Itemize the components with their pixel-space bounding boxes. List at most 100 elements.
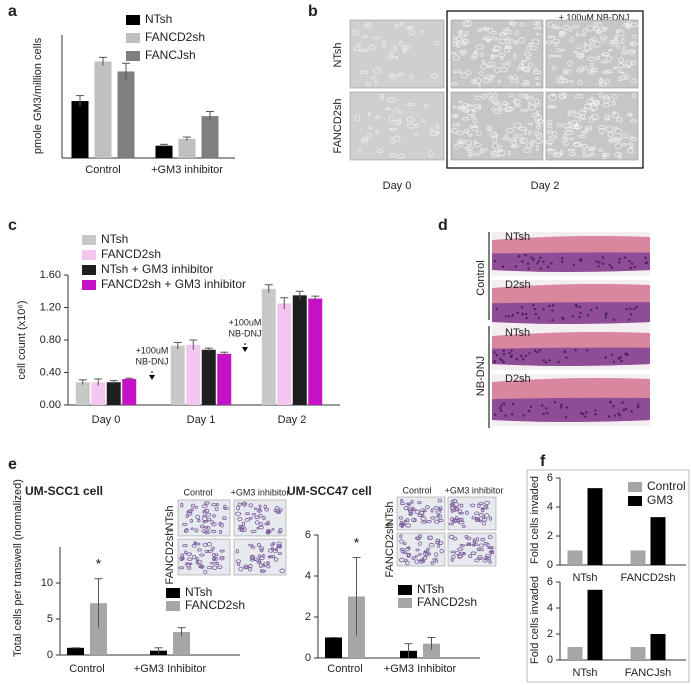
cell [488,550,493,554]
cell [464,31,469,36]
cell [407,502,411,507]
cell [374,115,380,119]
cell [393,119,402,126]
micrograph [177,499,231,537]
nucleus [561,316,564,320]
cell [453,143,459,150]
cell [520,63,525,69]
cell [545,139,554,145]
bar [173,631,190,655]
treatment-label: + 100uM NB-DNJ [559,12,630,22]
cell [438,506,443,511]
cell [451,81,458,86]
micrograph [349,19,445,89]
cell [399,547,405,551]
cell [573,112,582,118]
x-tick-label: FANCJsh [625,667,671,679]
cell [217,565,223,569]
cell [547,124,552,129]
cell [211,503,218,507]
cell [409,30,416,36]
cell [576,52,584,59]
cell [253,507,258,510]
error-bar [264,284,273,293]
cell [411,508,417,512]
cell [450,128,459,134]
cell [475,516,481,522]
cell [474,511,480,516]
cell [485,553,492,558]
nucleus [493,359,496,363]
cell [464,19,473,27]
cell [400,525,404,528]
cell [526,45,532,52]
y-axis-label: Fold cells invaded [529,576,541,664]
nucleus [585,411,588,414]
nucleus [560,403,563,407]
cell [474,558,480,563]
cell [486,125,492,132]
y-tick-label: 10 [41,577,53,589]
cell [574,94,584,99]
chart-title: UM-SCC47 cell [287,484,372,498]
cell [258,513,263,518]
cell [556,76,564,84]
error-bar [311,295,320,301]
cell [201,529,207,533]
cell [277,551,282,556]
cell [504,134,508,138]
cell [250,529,257,533]
cell [533,26,542,30]
cell [185,514,189,519]
cell [203,501,210,505]
cell [437,540,444,546]
nucleus [522,358,525,361]
error-bar [352,557,361,636]
cell [517,133,523,139]
cell [493,92,498,99]
nucleus [601,262,605,265]
nucleus [560,260,564,263]
column-label: Day 0 [383,180,412,192]
cell [532,70,542,75]
cell [211,522,217,527]
nucleus [579,311,582,315]
error-bar [173,341,182,349]
nucleus [621,401,624,404]
cell [575,32,580,38]
cell [241,521,246,527]
legend-swatch [398,598,412,608]
cell [596,22,603,29]
cell [259,546,264,551]
cell [547,148,554,152]
cell [523,66,531,73]
cell [211,565,218,570]
cell [487,557,492,561]
error-bar [204,347,213,352]
cell [202,520,206,524]
cell [210,529,217,534]
cell [212,552,216,557]
nucleus [525,312,528,316]
cell [386,107,392,111]
cell [588,125,592,131]
cell [458,139,466,143]
chart-title: UM-SCC1 cell [25,484,103,498]
inset-column-label: Control [402,485,431,495]
cell [602,26,608,31]
cell [399,22,405,27]
cell [582,28,588,33]
cell [527,129,532,136]
cell [238,566,244,572]
cell [526,96,534,100]
nucleus [511,314,514,317]
nucleus [584,415,587,418]
cell [582,149,587,154]
cell [256,508,263,513]
inset-row-label: FANCD2sh [164,529,176,584]
cell [406,116,415,123]
legend-label: NTsh [101,232,128,246]
cell [420,516,427,521]
cell [222,516,227,520]
cell [472,538,476,541]
